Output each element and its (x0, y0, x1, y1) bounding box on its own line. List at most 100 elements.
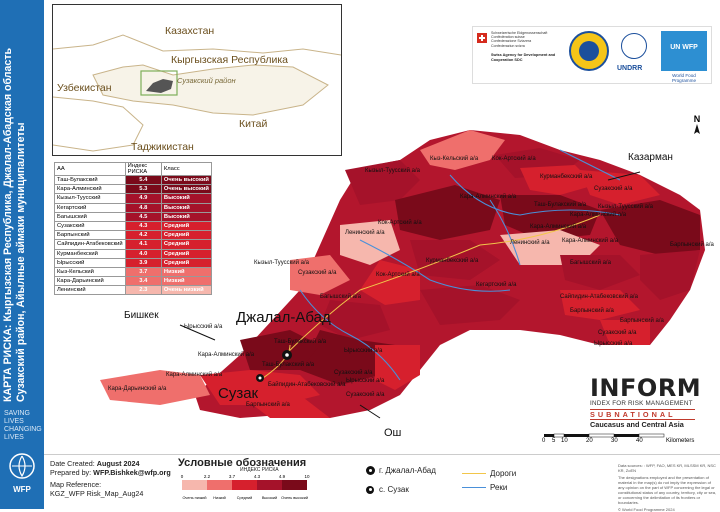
table-cell-value: 4.8 (124, 202, 162, 213)
table-cell-class: Низкий (160, 276, 213, 287)
swiss-flag-icon (477, 33, 487, 43)
scale-unit: Kilometers (666, 438, 695, 444)
river-line (559, 149, 621, 181)
road-legend-icon (462, 473, 486, 475)
risk-index-table: АА Индекс РИСКА Класс Таш-Булакский 5.4 Оч… (54, 162, 213, 296)
ao-label: Барпынский а/а (246, 401, 290, 408)
table-header: АА (54, 162, 126, 176)
legend-jalalabad-label: г. Джалал-Абад (379, 466, 436, 475)
table-row: Кара-Дарьинский 3.4 Низкий (54, 276, 213, 287)
ao-label: Таш-Булакский а/а (534, 201, 587, 208)
ao-tash-bulak-south (300, 330, 395, 385)
inset-label-kyrgyzstan: Кыргызская Республика (171, 54, 288, 66)
scale-tick: 10 (561, 438, 568, 444)
legend-break-label: 4.3 (254, 474, 261, 479)
table-cell-value: 5.4 (124, 174, 162, 186)
ao-kyzyl-tuu-west (290, 255, 350, 295)
table-cell-name: Кыз-Кельский (54, 266, 126, 278)
scale-tick: 5 (552, 438, 556, 444)
legend-class-label: Средний (237, 496, 252, 500)
jalalabad-city-legend-icon (366, 466, 375, 476)
wfp-partner-logo: UN WFP (661, 31, 707, 71)
map-ref-label: Map Reference: (50, 480, 102, 489)
ao-label: Багышский а/а (570, 259, 612, 266)
ao-suzak-ne (580, 170, 660, 205)
scale-tick: 20 (586, 438, 593, 444)
ao-label: Кок-Артский а/а (376, 271, 420, 278)
table-row: Ырысский 3.9 Средний (54, 257, 213, 268)
ao-kyzyl-tuu-north (345, 160, 420, 205)
inset-label-tajikistan: Таджикистан (131, 141, 194, 153)
map-footer: Date Created: August 2024 Prepared by: W… (44, 454, 720, 512)
rivers (299, 149, 621, 381)
table-cell-value: 3.7 (124, 266, 162, 278)
table-cell-name: Сузакский (54, 220, 126, 232)
wfp-partner-name: World Food Programme (672, 73, 696, 83)
legend-break-label: 4.9 (279, 474, 286, 479)
date-value: August 2024 (96, 459, 140, 468)
data-sources: Data sources: : WFP, FAO, MES KR, MLSSM … (618, 463, 716, 473)
scale-bar: 0 5 10 20 30 40 Kilometers (508, 432, 713, 452)
table-cell-name: Таш-Булакский (54, 174, 126, 186)
table-cell-value: 4.0 (124, 248, 162, 259)
table-cell-class: Очень высокий (160, 184, 213, 195)
scale-tick: 30 (611, 438, 618, 444)
ao-label: Сузакский а/а (594, 185, 633, 192)
ao-label: Барпынский а/а (670, 241, 714, 248)
table-row: Кара-Алминский 5.3 Очень высокий (54, 184, 213, 195)
table-cell-value: 3.9 (124, 257, 162, 268)
label-bishkek: Бишкек (124, 310, 159, 321)
ao-label: Кызыл-Туусский а/а (254, 259, 310, 266)
legend-jalalabad: г. Джалал-Абад (366, 466, 436, 476)
ao-label: Сузакский а/а (298, 269, 337, 276)
table-cell-value: 5.3 (124, 184, 162, 195)
river-line (449, 174, 621, 216)
ao-barpy-south (600, 320, 650, 345)
ao-label: Кызыл-Туусский а/а (365, 167, 421, 174)
legend-swatch (257, 480, 282, 490)
disclaimer-text: The designations employed and the presen… (618, 475, 717, 505)
legend-subtitle: ИНДЕКС РИСКА (240, 467, 279, 473)
table-header-row: АА Индекс РИСКА Класс (54, 162, 213, 176)
ao-label: Кара-Алминский а/а (166, 371, 223, 378)
ao-label: Сузакский а/а (346, 391, 385, 398)
legend-swatch (182, 480, 207, 490)
ao-bagysh-west (320, 300, 390, 340)
legend-rivers: Реки (462, 483, 507, 492)
suzak-village-legend-icon (366, 485, 374, 494)
ao-kegart (420, 285, 520, 325)
ao-label: Ырысский а/а (184, 323, 223, 330)
table-cell-class: Высокий (160, 211, 213, 222)
ao-label: Ленинский а/а (345, 229, 385, 236)
ao-label: Ленинский а/а (510, 239, 550, 246)
direction-arrows (179, 171, 641, 419)
legend-swatch (207, 480, 232, 490)
map-title-line-2: Сузакский район, Айылные аймаки муниципа… (15, 122, 27, 402)
ao-label: Кара-Алминский а/а (570, 211, 627, 218)
sdc-name: Swiss Agency for Development and Coopera… (491, 53, 556, 62)
table-cell-value: 4.2 (124, 230, 162, 241)
table-cell-class: Средний (160, 239, 213, 250)
wfp-logo-text: WFP (13, 485, 31, 494)
table-row: Ленинский 2.3 Очень низкий (54, 285, 213, 296)
map-ref-value: KGZ_WFP Risk_Map_Aug24 (50, 489, 144, 498)
ao-kok-art-west (360, 260, 420, 305)
ao-barpy-east (640, 250, 700, 300)
ao-label: Кыз-Кельский а/а (430, 155, 479, 162)
table-cell-name: Сайпидин-Атабековский (54, 239, 126, 250)
ao-kara-alma-center (395, 185, 500, 240)
legend-title: Условные обозначения (178, 457, 307, 469)
legend-class-label: Очень высокий (281, 496, 308, 500)
legend-roads-label: Дороги (490, 469, 517, 478)
table-cell-value: 4.1 (124, 239, 162, 250)
arrow-osh-icon (359, 404, 381, 419)
suzak-extent-box (140, 70, 178, 96)
inset-label-kazakhstan: Казахстан (165, 25, 215, 37)
legend-break-label: 3.7 (229, 474, 236, 479)
slogan-line: SAVING (4, 410, 30, 417)
table-cell-name: Кара-Алминский (54, 184, 126, 195)
sdc-line: Confederaziun svizra (491, 43, 525, 48)
ao-label: Кара-Алминский а/а (198, 351, 255, 358)
arrow-bishkek-icon (179, 324, 216, 341)
roads (259, 214, 601, 381)
